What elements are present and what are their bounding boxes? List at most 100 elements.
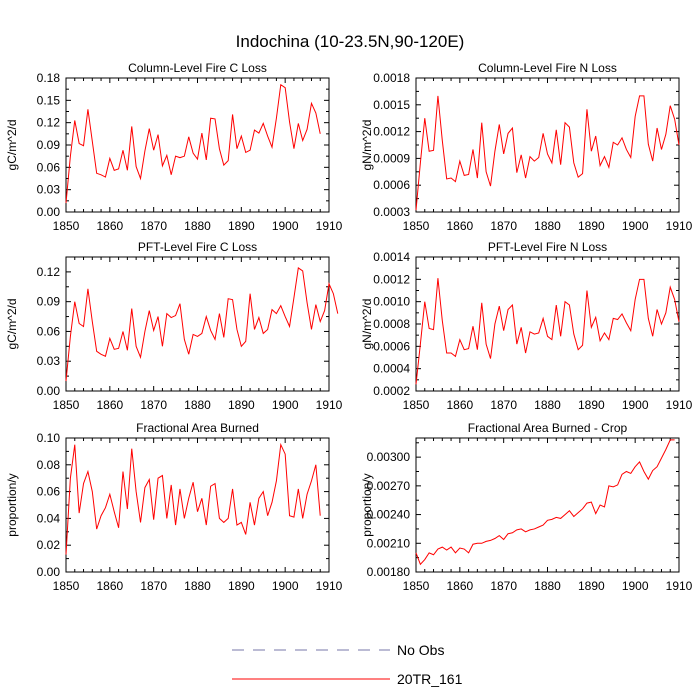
- y-tick-label: 0.00240: [367, 508, 411, 522]
- y-tick-label: 0.15: [37, 93, 61, 107]
- y-tick-label: 0.12: [37, 265, 61, 279]
- figure-title: Indochina (10-23.5N,90-120E): [236, 32, 465, 51]
- y-tick-label: 0.06: [37, 485, 61, 499]
- x-tick-label: 1910: [316, 398, 343, 412]
- y-tick-label: 0.12: [37, 116, 61, 130]
- series-line-20tr-161: [65, 83, 321, 204]
- y-tick-label: 0.0014: [373, 250, 410, 264]
- x-tick-label: 1860: [446, 398, 473, 412]
- x-tick-label: 1910: [666, 579, 693, 593]
- y-tick-label: 0.00270: [367, 479, 411, 493]
- chart-title: PFT-Level Fire C Loss: [138, 240, 257, 254]
- y-tick-label: 0.0015: [373, 98, 410, 112]
- x-tick-label: 1870: [140, 579, 167, 593]
- plot-frame: [415, 437, 680, 573]
- y-tick-label: 0.0018: [373, 71, 410, 85]
- x-tick-label: 1860: [96, 219, 123, 233]
- chart-title: Fractional Area Burned: [136, 421, 259, 435]
- x-tick-label: 1900: [272, 398, 299, 412]
- y-tick-label: 0.0012: [373, 125, 410, 139]
- chart-title: PFT-Level Fire N Loss: [488, 240, 607, 254]
- y-tick-label: 0.00300: [367, 450, 411, 464]
- y-tick-label: 0.08: [37, 458, 61, 472]
- x-tick-label: 1890: [228, 579, 255, 593]
- chart-panels: Column-Level Fire C Loss 1850 1860 1870 1880…: [5, 61, 693, 593]
- series-line-20tr-161: [65, 442, 321, 555]
- y-tick-label: 0.10: [37, 431, 61, 445]
- x-tick-label: 1880: [184, 219, 211, 233]
- chart-panel-6: Fractional Area Burned - Crop 1850 1860 187…: [360, 421, 693, 593]
- y-tick-label: 0.0010: [373, 295, 410, 309]
- x-tick-label: 1860: [446, 219, 473, 233]
- x-tick-label: 1880: [184, 398, 211, 412]
- y-axis-label: gC/m^2/d: [5, 299, 19, 350]
- y-tick-label: 0.06: [37, 324, 61, 338]
- chart-panel-3: PFT-Level Fire C Loss 1850 1860 1870 1880 189…: [5, 240, 343, 412]
- legend: No Obs 20TR_161: [232, 642, 463, 687]
- x-tick-label: 1860: [96, 398, 123, 412]
- x-tick-label: 1870: [490, 398, 517, 412]
- y-tick-label: 0.0012: [373, 272, 410, 286]
- y-tick-label: 0.0006: [373, 339, 410, 353]
- y-tick-label: 0.0008: [373, 317, 410, 331]
- legend-label-20tr-161: 20TR_161: [397, 671, 463, 687]
- series-line-20tr-161: [65, 267, 339, 382]
- y-tick-label: 0.00: [37, 205, 61, 219]
- x-tick-label: 1880: [534, 579, 561, 593]
- x-tick-label: 1850: [53, 579, 80, 593]
- y-tick-label: 0.03: [37, 183, 61, 197]
- y-axis-label: gN/m^2/d: [360, 120, 374, 171]
- y-tick-label: 0.0003: [373, 205, 410, 219]
- y-tick-label: 0.04: [37, 511, 61, 525]
- x-tick-label: 1870: [140, 398, 167, 412]
- x-tick-label: 1870: [140, 219, 167, 233]
- x-tick-label: 1890: [578, 219, 605, 233]
- y-tick-label: 0.18: [37, 71, 61, 85]
- x-tick-label: 1900: [622, 398, 649, 412]
- x-tick-label: 1850: [53, 219, 80, 233]
- x-tick-label: 1870: [490, 219, 517, 233]
- y-tick-label: 0.09: [37, 138, 61, 152]
- x-tick-label: 1860: [96, 579, 123, 593]
- y-tick-label: 0.09: [37, 295, 61, 309]
- chart-panel-5: Fractional Area Burned 1850 1860 1870 1880 18…: [5, 421, 343, 593]
- y-tick-label: 0.00180: [367, 565, 411, 579]
- x-tick-label: 1900: [272, 219, 299, 233]
- y-axis-label: gC/m^2/d: [5, 120, 19, 171]
- y-axis-label: proportion/y: [5, 473, 19, 536]
- x-tick-label: 1880: [534, 219, 561, 233]
- x-tick-label: 1850: [403, 398, 430, 412]
- x-tick-label: 1880: [534, 398, 561, 412]
- y-tick-label: 0.0002: [373, 384, 410, 398]
- plot-frame: [415, 256, 680, 392]
- y-tick-label: 0.0009: [373, 151, 410, 165]
- x-tick-label: 1900: [622, 219, 649, 233]
- x-tick-label: 1890: [228, 219, 255, 233]
- y-tick-label: 0.06: [37, 160, 61, 174]
- x-tick-label: 1890: [578, 579, 605, 593]
- y-tick-label: 0.0004: [373, 362, 410, 376]
- x-tick-label: 1890: [228, 398, 255, 412]
- x-tick-label: 1900: [272, 579, 299, 593]
- chart-panel-1: Column-Level Fire C Loss 1850 1860 1870 1880…: [5, 61, 343, 233]
- x-tick-label: 1910: [666, 398, 693, 412]
- chart-panel-4: PFT-Level Fire N Loss 1850 1860 1870 1880 189…: [360, 240, 693, 412]
- x-tick-label: 1870: [490, 579, 517, 593]
- x-tick-label: 1860: [446, 579, 473, 593]
- chart-title: Column-Level Fire N Loss: [478, 61, 617, 75]
- x-tick-label: 1900: [622, 579, 649, 593]
- x-tick-label: 1890: [578, 398, 605, 412]
- x-tick-label: 1910: [316, 219, 343, 233]
- x-tick-label: 1910: [316, 579, 343, 593]
- chart-title: Fractional Area Burned - Crop: [468, 421, 628, 435]
- y-axis-label: gN/m^2/d: [360, 299, 374, 350]
- series-line-20tr-161: [415, 95, 680, 211]
- series-line-20tr-161: [415, 278, 680, 385]
- plot-frame: [65, 437, 330, 573]
- y-tick-label: 0.02: [37, 538, 61, 552]
- y-tick-label: 0.0006: [373, 178, 410, 192]
- y-tick-label: 0.00: [37, 384, 61, 398]
- plot-frame: [65, 77, 330, 213]
- x-tick-label: 1880: [184, 579, 211, 593]
